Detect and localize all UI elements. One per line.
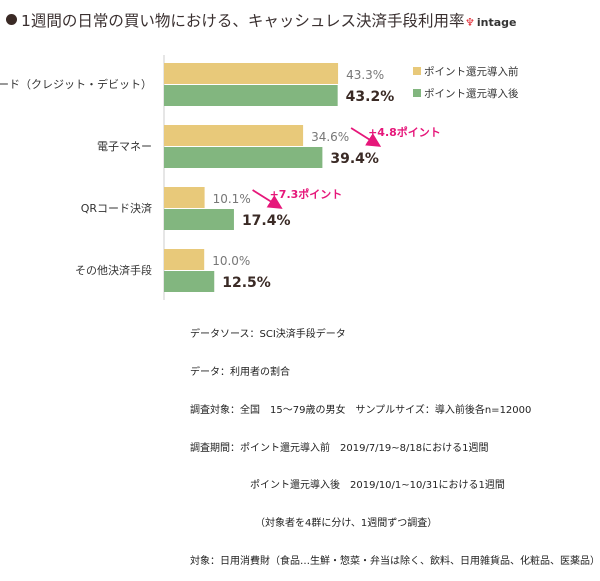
data-label: 34.6% [311, 130, 349, 144]
legend-swatch [413, 67, 421, 75]
notes: データソース：SCI決済手段データ データ：利用者の割合 調査対象：全国 15～… [190, 304, 600, 581]
legend-swatch [413, 89, 421, 97]
intage-logo: ♆ intage [465, 16, 517, 29]
data-label: 10.0% [212, 254, 250, 268]
data-label: 39.4% [330, 151, 379, 167]
note-line: ポイント還元導入後 2019/10/1~10/31における1週間 [190, 480, 505, 492]
category-label: カード（クレジット・デビット） [0, 77, 152, 91]
increase-annotation: +4.8ポイント [368, 125, 441, 139]
bar-before [164, 249, 205, 270]
data-label: 43.2% [346, 89, 395, 105]
bar-before [164, 187, 205, 208]
bar-after [164, 209, 234, 230]
bar-after [164, 85, 338, 106]
title-text: 1週間の日常の買い物における、キャッシュレス決済手段利用率 [21, 12, 465, 30]
note-line: データ：利用者の割合 [190, 366, 290, 378]
bar-after [164, 271, 215, 292]
bar-before [164, 63, 339, 84]
bar-chart: カード（クレジット・デビット） 43.3% 43.2% 電子マネー 34.6% 39.4%… [0, 55, 519, 300]
bullet-icon [6, 14, 17, 25]
note-line: 調査対象：全国 15～79歳の男女 サンプルサイズ：導入前後各n=12000 [190, 404, 532, 416]
category-label: 電子マネー [97, 140, 152, 153]
bar-before [164, 125, 304, 146]
data-label: 12.5% [222, 275, 271, 291]
increase-annotation: +7.3ポイント [270, 187, 343, 201]
data-label: 17.4% [242, 213, 291, 229]
bar-after [164, 147, 323, 168]
data-label: 10.1% [213, 192, 251, 206]
legend-label: ポイント還元導入前 [424, 65, 519, 78]
note-line: 調査期間：ポイント還元導入前 2019/7/19~8/18における1週間 [190, 442, 489, 454]
note-line: （対象者を4群に分け、1週間ずつ調査） [190, 518, 438, 530]
data-label: 43.3% [346, 68, 384, 82]
logo-mark-icon: ♆ [465, 16, 475, 29]
arrow-icon [252, 189, 283, 209]
category-label: その他決済手段 [75, 263, 152, 277]
note-line: データソース：SCI決済手段データ [190, 329, 346, 341]
category-label: QRコード決済 [81, 201, 152, 215]
arrow-icon [350, 127, 382, 147]
legend-label: ポイント還元導入後 [424, 87, 519, 100]
note-line: 対象：日用消費財（食品…生鮮・惣菜・弁当は除く、飲料、日用雑貨品、化粧品、医薬品… [190, 555, 600, 567]
logo-text: intage [476, 16, 517, 29]
chart-title: 1週間の日常の買い物における、キャッシュレス決済手段利用率 [6, 9, 465, 31]
